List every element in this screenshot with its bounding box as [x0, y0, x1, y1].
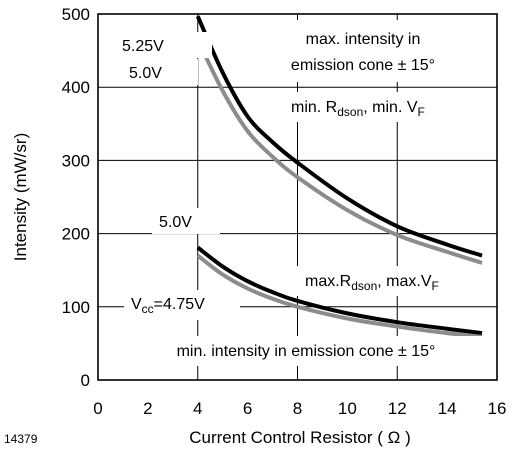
- label-min-rdson: min. Rdson, min. VF: [291, 99, 425, 119]
- y-axis-label: Intensity (mW/sr): [11, 133, 30, 261]
- x-tick-label-14: 14: [438, 399, 457, 418]
- y-tick-label-100: 100: [62, 298, 90, 317]
- y-tick-label-0: 0: [81, 371, 90, 390]
- label-bg-50-bottom: [152, 208, 220, 234]
- series-group: [195, 15, 483, 339]
- x-tick-label-16: 16: [488, 399, 507, 418]
- x-axis-label: Current Control Resistor ( Ω ): [189, 428, 410, 447]
- y-tick-label-300: 300: [62, 151, 90, 170]
- label-525v: 5.25V: [122, 38, 164, 55]
- y-tick-label-200: 200: [62, 225, 90, 244]
- tick-labels: 0 2 4 6 8 10 12 14 16 0 100 200 300 400 500: [62, 5, 507, 418]
- series-line-3: [196, 253, 483, 339]
- series-line-1: [195, 38, 483, 265]
- label-max-rdson: max.Rdson, max.VF: [305, 273, 439, 293]
- label-bg-max-rdson: [292, 266, 494, 296]
- x-tick-label-0: 0: [93, 399, 102, 418]
- label-bg-525: [116, 32, 212, 58]
- series-line-0: [195, 15, 483, 258]
- label-bg-min-intensity: [116, 336, 496, 366]
- label-bg-min-rdson: [272, 92, 486, 122]
- x-tick-label-12: 12: [388, 399, 407, 418]
- label-max-intensity-line2: emission cone ± 15°: [291, 57, 435, 74]
- figure-number: 14379: [4, 432, 38, 446]
- x-tick-label-4: 4: [193, 399, 202, 418]
- label-bg-50-top: [116, 59, 198, 85]
- x-tick-label-8: 8: [293, 399, 302, 418]
- x-tick-label-10: 10: [338, 399, 357, 418]
- series-line-2: [196, 245, 483, 336]
- label-50v-top: 5.0V: [129, 65, 162, 82]
- x-tick-label-6: 6: [243, 399, 252, 418]
- label-50v-bottom: 5.0V: [159, 214, 192, 231]
- label-bg-max-intensity: [252, 20, 474, 82]
- label-max-intensity-line1: max. intensity in: [306, 31, 421, 48]
- y-tick-label-400: 400: [62, 78, 90, 97]
- y-tick-label-500: 500: [62, 5, 90, 24]
- label-bg-vcc: [124, 290, 240, 320]
- label-min-intensity: min. intensity in emission cone ± 15°: [177, 343, 436, 360]
- x-tick-label-2: 2: [143, 399, 152, 418]
- plot-frame: [97, 13, 498, 381]
